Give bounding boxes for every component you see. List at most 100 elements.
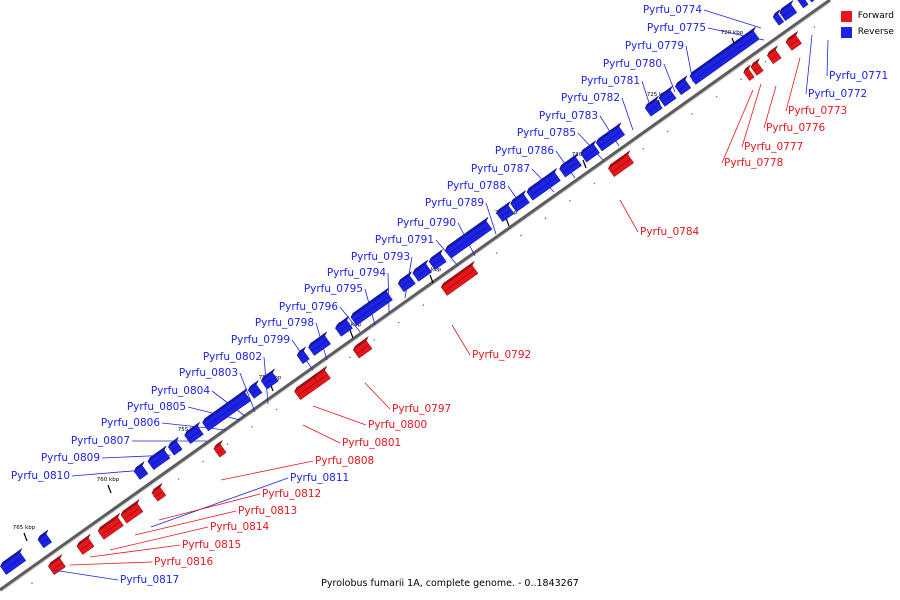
reverse-gene-label[interactable]: Pyrfu_0793: [351, 251, 410, 263]
reverse-gene-label[interactable]: Pyrfu_0809: [41, 452, 100, 464]
forward-gene[interactable]: [76, 534, 95, 555]
reverse-gene[interactable]: [0, 548, 27, 575]
reverse-gene-label[interactable]: Pyrfu_0803: [179, 367, 238, 379]
reverse-gene[interactable]: [428, 249, 447, 271]
forward-gene-label[interactable]: Pyrfu_0773: [788, 105, 847, 117]
reverse-gene-label[interactable]: Pyrfu_0775: [647, 22, 706, 34]
leader-line: [685, 45, 694, 83]
reverse-gene-label[interactable]: Pyrfu_0788: [447, 180, 506, 192]
reverse-gene[interactable]: [559, 153, 582, 178]
reverse-gene-label[interactable]: Pyrfu_0806: [101, 417, 161, 429]
leader-line: [134, 510, 237, 536]
forward-gene-label[interactable]: Pyrfu_0800: [368, 419, 427, 431]
reverse-gene-label[interactable]: Pyrfu_0802: [203, 351, 262, 363]
forward-gene-label[interactable]: Pyrfu_0777: [744, 141, 803, 153]
forward-gene[interactable]: [750, 58, 764, 76]
reverse-gene-label[interactable]: Pyrfu_0796: [279, 301, 339, 313]
reverse-gene-label[interactable]: Pyrfu_0785: [517, 127, 576, 139]
reverse-gene[interactable]: [202, 388, 252, 432]
reverse-gene[interactable]: [260, 368, 279, 390]
reverse-gene[interactable]: [689, 26, 760, 85]
forward-gene-label[interactable]: Pyrfu_0784: [640, 226, 700, 238]
forward-gene-label[interactable]: Pyrfu_0778: [724, 157, 783, 169]
reverse-gene-label[interactable]: Pyrfu_0781: [581, 75, 640, 87]
reverse-gene-label[interactable]: Pyrfu_0774: [643, 4, 703, 16]
reverse-gene[interactable]: [595, 122, 626, 152]
major-tick: [505, 217, 510, 227]
reverse-gene-label[interactable]: Pyrfu_0787: [471, 163, 530, 175]
reverse-gene-label[interactable]: Pyrfu_0805: [127, 401, 186, 413]
reverse-gene-label[interactable]: Pyrfu_0817: [120, 574, 179, 586]
forward-gene-label[interactable]: Pyrfu_0792: [472, 349, 531, 361]
reverse-gene-label[interactable]: Pyrfu_0794: [327, 267, 387, 279]
forward-gene-label[interactable]: Pyrfu_0816: [154, 556, 214, 568]
reverse-gene-label[interactable]: Pyrfu_0771: [829, 70, 888, 82]
reverse-gene-label[interactable]: Pyrfu_0798: [255, 317, 314, 329]
reverse-gene-label[interactable]: Pyrfu_0810: [11, 470, 70, 482]
minor-tick: [813, 26, 816, 28]
forward-gene-label[interactable]: Pyrfu_0797: [392, 403, 451, 415]
leader-line: [211, 390, 246, 417]
reverse-gene[interactable]: [806, 0, 826, 3]
forward-gene-label[interactable]: Pyrfu_0815: [182, 539, 241, 551]
reverse-gene[interactable]: [580, 140, 600, 163]
reverse-gene-label[interactable]: Pyrfu_0780: [603, 58, 662, 70]
forward-gene[interactable]: [120, 499, 144, 524]
reverse-gene[interactable]: [644, 95, 663, 117]
reverse-gene-label[interactable]: Pyrfu_0782: [561, 92, 620, 104]
reverse-gene[interactable]: [184, 421, 204, 444]
forward-gene-label[interactable]: Pyrfu_0808: [315, 455, 374, 467]
legend-forward: Forward: [840, 8, 894, 24]
minor-tick: [691, 113, 693, 115]
reverse-gene-label[interactable]: Pyrfu_0811: [290, 472, 349, 484]
forward-gene-label[interactable]: Pyrfu_0814: [210, 521, 270, 533]
reverse-gene[interactable]: [779, 0, 798, 22]
reverse-gene-label[interactable]: Pyrfu_0790: [397, 217, 456, 229]
forward-gene-label[interactable]: Pyrfu_0801: [342, 437, 401, 449]
forward-gene[interactable]: [213, 440, 227, 458]
reverse-gene[interactable]: [350, 287, 393, 326]
forward-gene[interactable]: [48, 554, 66, 576]
reverse-gene[interactable]: [37, 529, 53, 549]
forward-gene[interactable]: [785, 31, 802, 51]
forward-gene[interactable]: [294, 373, 321, 401]
reverse-gene[interactable]: [496, 201, 515, 223]
leader-line: [158, 493, 261, 521]
reverse-gene[interactable]: [658, 85, 677, 107]
reverse-gene[interactable]: [412, 259, 433, 282]
forward-gene[interactable]: [743, 64, 755, 81]
forward-gene-label[interactable]: Pyrfu_0813: [238, 505, 297, 517]
reverse-gene[interactable]: [247, 380, 263, 399]
reverse-gene[interactable]: [674, 75, 692, 96]
forward-gene-label[interactable]: Pyrfu_0776: [766, 122, 826, 134]
map-title: Pyrolobus fumarii 1A, complete genome. -…: [321, 578, 579, 589]
reverse-gene-label[interactable]: Pyrfu_0772: [808, 88, 867, 100]
forward-gene[interactable]: [151, 483, 167, 502]
reverse-gene-label[interactable]: Pyrfu_0786: [495, 145, 555, 157]
reverse-gene[interactable]: [133, 461, 149, 480]
reverse-gene[interactable]: [772, 9, 785, 26]
reverse-gene-label[interactable]: Pyrfu_0789: [425, 197, 484, 209]
minor-tick: [31, 582, 33, 584]
forward-gene-label[interactable]: Pyrfu_0812: [262, 488, 321, 500]
reverse-gene[interactable]: [397, 271, 416, 293]
reverse-gene-label[interactable]: Pyrfu_0783: [539, 110, 598, 122]
forward-gene[interactable]: [352, 336, 373, 359]
reverse-gene-label[interactable]: Pyrfu_0791: [375, 234, 434, 246]
reverse-gene[interactable]: [797, 0, 809, 9]
reverse-gene-label[interactable]: Pyrfu_0795: [304, 283, 363, 295]
reverse-gene[interactable]: [335, 315, 353, 337]
forward-gene[interactable]: [608, 150, 635, 178]
reverse-gene[interactable]: [167, 437, 183, 456]
forward-gene[interactable]: [440, 261, 479, 296]
forward-gene[interactable]: [766, 45, 782, 65]
reverse-gene-label[interactable]: Pyrfu_0799: [231, 334, 290, 346]
minor-tick: [569, 200, 571, 202]
reverse-gene[interactable]: [147, 445, 171, 471]
reverse-gene-label[interactable]: Pyrfu_0779: [625, 40, 684, 52]
forward-gene[interactable]: [97, 513, 124, 540]
reverse-gene[interactable]: [308, 331, 331, 356]
reverse-gene[interactable]: [526, 168, 561, 201]
reverse-gene-label[interactable]: Pyrfu_0807: [71, 435, 130, 447]
reverse-gene-label[interactable]: Pyrfu_0804: [151, 385, 211, 397]
